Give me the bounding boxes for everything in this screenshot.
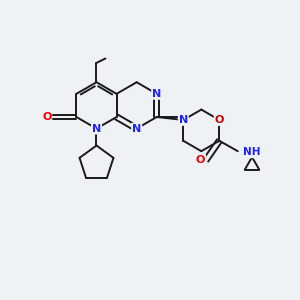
- Text: O: O: [42, 112, 51, 122]
- Text: N: N: [179, 115, 188, 125]
- Text: NH: NH: [243, 147, 260, 158]
- Text: O: O: [214, 115, 224, 125]
- Text: N: N: [132, 124, 141, 134]
- Text: O: O: [196, 155, 205, 165]
- Text: N: N: [92, 124, 101, 134]
- Text: N: N: [152, 89, 161, 99]
